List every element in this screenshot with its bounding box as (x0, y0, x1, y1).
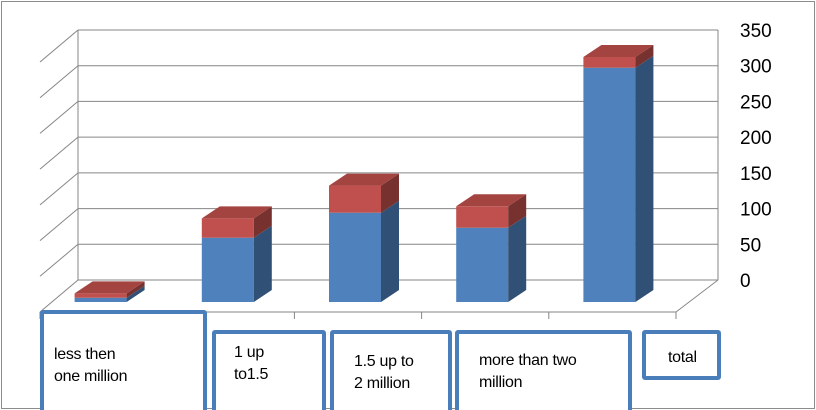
bar-side-s1-c4 (635, 45, 654, 68)
bars (74, 45, 654, 302)
y-tick-label-5: 250 (740, 92, 772, 113)
side-gridline-2 (39, 208, 79, 241)
floor-right-edge (675, 279, 719, 313)
bar-top-c4 (583, 45, 654, 57)
side-gridline-1 (39, 243, 79, 277)
category-label-0: less then one million (40, 310, 207, 410)
side-gridline-4 (39, 136, 79, 170)
y-tick-label-6: 300 (740, 57, 772, 78)
bar-side-s1-c3 (508, 194, 527, 228)
category-label-4: total (642, 330, 721, 380)
bar-side-s0-c4 (635, 55, 654, 302)
bar-top-c1 (201, 206, 272, 219)
y-tick-label-4: 200 (740, 128, 772, 149)
bar-s0-c3 (456, 227, 509, 302)
bar-s1-c2 (329, 185, 381, 213)
bar-s0-c2 (329, 212, 381, 302)
bar-side-s1-c0 (126, 281, 145, 298)
category-label-1: 1 up to1.5 (212, 330, 326, 410)
bar-side-s0-c2 (381, 200, 399, 302)
bar-side-s1-c2 (381, 173, 399, 213)
bar-top-c2 (329, 173, 399, 186)
y-tick-label-1: 50 (740, 235, 761, 256)
bar-s0-c0 (74, 297, 127, 302)
side-gridline-6 (39, 65, 79, 99)
bar-s1-c0 (74, 293, 127, 298)
bar-s1-c4 (583, 57, 636, 68)
bar-s0-c4 (583, 67, 636, 302)
y-axis-ticks: 0 50 100 150 200 250 300 350 (740, 21, 772, 292)
category-label-2: 1.5 up to 2 million (330, 330, 452, 410)
side-gridline-5 (39, 101, 79, 134)
bar-s1-c3 (456, 206, 509, 228)
side-gridline-3 (39, 172, 79, 206)
bar-side-s0-c3 (508, 215, 527, 302)
bar-side-s1-c1 (253, 206, 272, 238)
y-tick-label-2: 100 (740, 200, 772, 221)
y-tick-label-7: 350 (740, 21, 772, 42)
bar-side-s0-c1 (253, 225, 272, 302)
category-label-3: more than two million (455, 330, 632, 410)
bar-top-c3 (456, 194, 527, 207)
bar-s0-c1 (201, 237, 254, 302)
floor-left-edge (39, 279, 79, 313)
y-tick-label-0: 0 (740, 271, 751, 292)
bar-side-s0-c0 (126, 285, 145, 302)
side-gridline-7 (39, 29, 79, 63)
bar-top-c0 (74, 281, 145, 294)
y-tick-label-3: 150 (740, 164, 772, 185)
bar-s1-c1 (201, 218, 254, 238)
